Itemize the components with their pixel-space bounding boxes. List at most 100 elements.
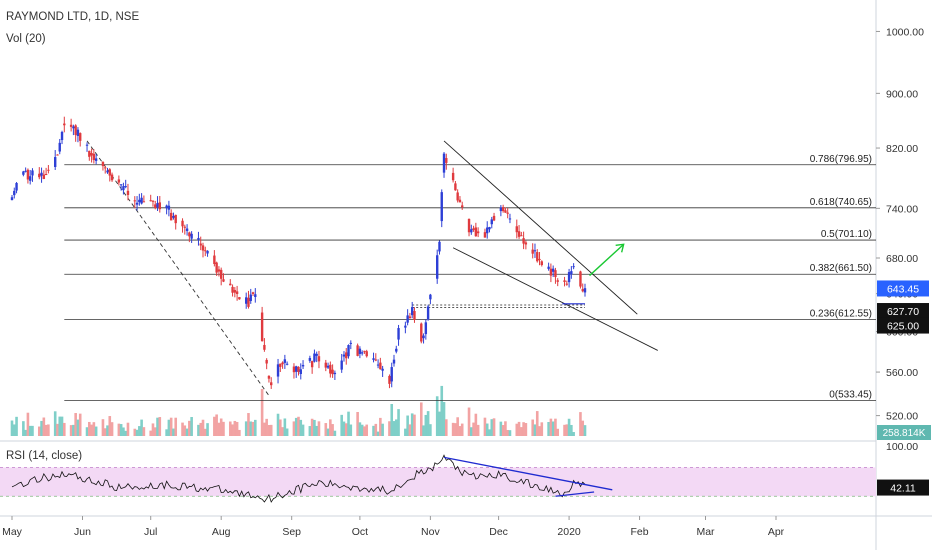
candle-body xyxy=(249,294,252,302)
rsi-indicator-label: RSI (14, close) xyxy=(6,450,82,462)
candle-body xyxy=(492,215,496,221)
candle-body xyxy=(74,125,77,135)
candle-body xyxy=(390,367,393,382)
volume-bar xyxy=(313,419,316,436)
candle-body xyxy=(292,366,296,373)
candle-body xyxy=(501,207,505,212)
volume-bar xyxy=(483,417,487,436)
candle-body xyxy=(486,227,489,234)
volume-bar xyxy=(183,425,187,436)
time-axis-label: Dec xyxy=(489,526,508,538)
candle-body xyxy=(13,190,16,196)
volume-bar xyxy=(340,414,344,436)
candle-body xyxy=(72,126,75,129)
volume-bar xyxy=(174,417,178,436)
volume-bar xyxy=(372,425,375,436)
candle-body xyxy=(156,203,159,208)
candle-body xyxy=(276,364,280,377)
candle-body xyxy=(90,153,93,156)
volume-bar xyxy=(342,421,346,436)
volume-bar xyxy=(488,429,491,436)
candle-body xyxy=(140,197,143,204)
candle-body xyxy=(204,250,207,252)
volume-bar xyxy=(456,417,459,436)
volume-bar xyxy=(135,429,139,436)
candle-body xyxy=(458,199,462,203)
candle-body xyxy=(397,328,400,340)
volume-bar xyxy=(22,421,25,436)
candle-body xyxy=(42,174,46,179)
rsi-badge-label: 42.11 xyxy=(890,483,916,495)
candle-body xyxy=(420,323,423,342)
candle-body xyxy=(79,133,82,141)
candle-body xyxy=(235,291,239,294)
volume-bar xyxy=(492,418,496,436)
volume-bar xyxy=(37,426,41,436)
candle-body xyxy=(215,262,218,273)
volume-bar xyxy=(454,423,457,436)
candle-body xyxy=(404,325,407,328)
volume-indicator-label: Vol (20) xyxy=(6,33,46,45)
volume-bar xyxy=(540,422,544,436)
volume-bar xyxy=(329,419,332,436)
volume-bar xyxy=(442,402,446,436)
volume-bar xyxy=(158,417,162,436)
volume-bar xyxy=(388,421,391,436)
volume-bar xyxy=(579,412,582,436)
fib-level-label: 0.382(661.50) xyxy=(810,263,872,274)
candle-body xyxy=(15,183,18,191)
candle-body xyxy=(365,351,368,357)
volume-bar xyxy=(476,424,480,436)
volume-bar xyxy=(76,419,80,436)
volume-bar xyxy=(24,429,27,436)
candle-body xyxy=(299,369,302,375)
volume-bar xyxy=(581,420,585,436)
candle-body xyxy=(583,288,587,293)
candle-body xyxy=(63,123,66,126)
candle-body xyxy=(263,344,266,350)
candle-body xyxy=(324,362,327,368)
candle-body xyxy=(104,167,107,169)
candle-body xyxy=(213,255,216,265)
volume-bar xyxy=(228,421,232,436)
breakout-arrow-head xyxy=(615,243,625,253)
candle-body xyxy=(108,169,111,176)
time-axis-label: Apr xyxy=(768,526,785,538)
volume-bar xyxy=(235,421,239,436)
time-axis-label: Oct xyxy=(352,526,368,538)
time-axis-label: 2020 xyxy=(557,526,581,538)
volume-bar xyxy=(458,426,462,436)
candle-body xyxy=(517,231,521,237)
price-axis-label: 740.00 xyxy=(886,203,918,215)
volume-bar xyxy=(524,423,528,436)
volume-bar xyxy=(110,422,114,436)
fib-level-label: 0.786(796.95) xyxy=(810,154,872,165)
candle-body xyxy=(101,161,105,167)
volume-bar xyxy=(397,409,400,436)
volume-bar xyxy=(563,424,566,436)
volume-bar xyxy=(197,424,200,436)
volume-bar xyxy=(363,426,366,436)
volume-bar xyxy=(301,424,305,436)
candle-body xyxy=(488,227,491,230)
volume-bar xyxy=(297,416,300,436)
candle-body xyxy=(135,202,139,205)
volume-bar xyxy=(185,428,189,436)
candle-body xyxy=(38,173,41,178)
price-axis-label: 900.00 xyxy=(886,88,918,100)
candle-body xyxy=(267,375,271,379)
time-axis[interactable]: May Jun Jul Aug Sep Oct Nov Dec 2020 Feb Mar Apr xyxy=(2,516,785,538)
time-axis-label: May xyxy=(2,526,23,538)
volume-bar xyxy=(376,431,380,436)
volume-bar xyxy=(201,419,205,436)
candle-body xyxy=(297,366,300,372)
candle-body xyxy=(524,242,528,245)
time-axis-label: Sep xyxy=(282,526,301,538)
candle-body xyxy=(422,335,425,339)
volume-bar xyxy=(485,423,489,436)
price-axis[interactable]: 520.00560.00600.00640.00680.00740.00820.… xyxy=(876,26,924,453)
time-axis-label: Feb xyxy=(631,526,649,538)
candle-body xyxy=(229,283,232,286)
volume-bar xyxy=(572,432,575,436)
